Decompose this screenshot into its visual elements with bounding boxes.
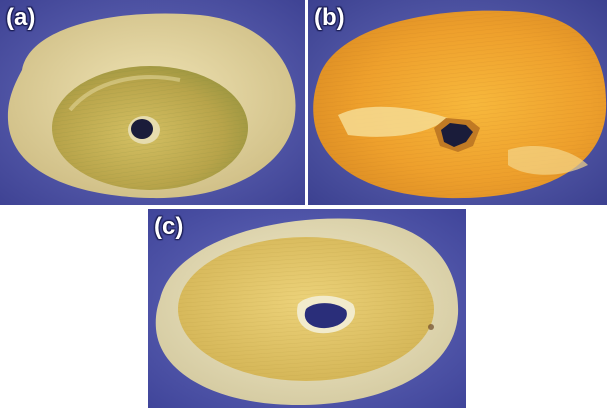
panel-label: (c) [154, 213, 184, 240]
panel-a-micrograph: (a) [0, 0, 305, 205]
panel-a-image [0, 0, 305, 205]
central-hole [441, 123, 473, 147]
panel-label: (b) [314, 4, 345, 31]
panel-b-image [308, 0, 607, 205]
panel-b-micrograph: (b) [308, 0, 607, 205]
central-hole [304, 303, 347, 329]
panel-divider [305, 0, 308, 205]
panel-label: (a) [6, 4, 36, 31]
pale-patch-right [508, 145, 588, 175]
panel-c-image [148, 209, 466, 408]
central-hole [131, 119, 153, 139]
panel-divider [0, 205, 607, 209]
pale-patch [338, 106, 448, 137]
panel-c-micrograph: (c) [148, 209, 466, 408]
